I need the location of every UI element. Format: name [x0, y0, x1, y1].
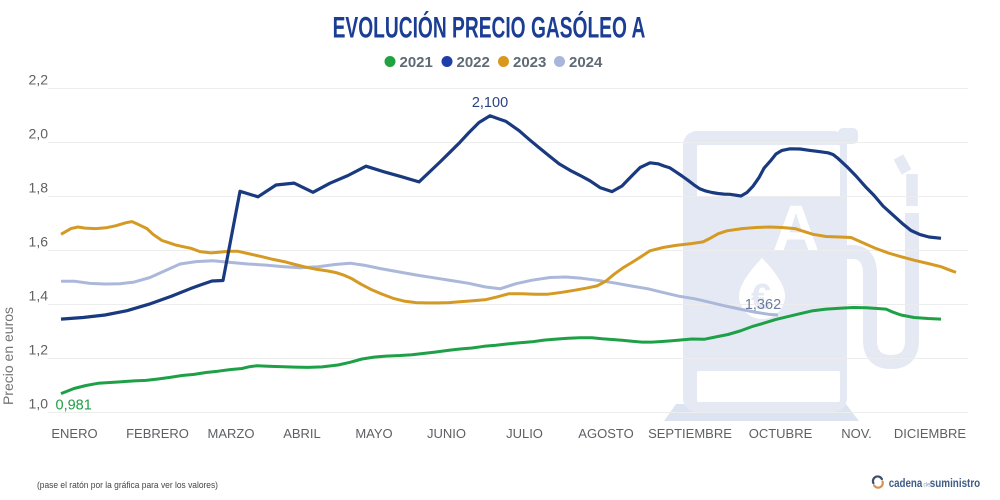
svg-text:DICIEMBRE: DICIEMBRE [894, 426, 967, 441]
svg-text:NOV.: NOV. [841, 426, 872, 441]
svg-text:2021: 2021 [400, 54, 433, 71]
svg-text:2,100: 2,100 [472, 95, 508, 111]
svg-text:2,0: 2,0 [29, 126, 49, 142]
svg-text:cadena: cadena [889, 478, 923, 490]
svg-text:AGOSTO: AGOSTO [578, 426, 633, 441]
svg-text:€: € [751, 276, 771, 317]
svg-text:SEPTIEMBRE: SEPTIEMBRE [648, 426, 732, 441]
svg-text:1,362: 1,362 [745, 297, 781, 313]
svg-text:JUNIO: JUNIO [427, 426, 466, 441]
svg-text:2022: 2022 [457, 54, 490, 71]
svg-text:ENERO: ENERO [51, 426, 97, 441]
svg-text:MAYO: MAYO [355, 426, 392, 441]
svg-text:0,981: 0,981 [56, 398, 92, 414]
svg-text:2023: 2023 [513, 54, 546, 71]
svg-text:suministro: suministro [930, 478, 980, 490]
svg-text:2,2: 2,2 [29, 72, 49, 88]
svg-text:Precio en euros: Precio en euros [0, 307, 16, 405]
svg-text:(pase el ratón por la gráfica: (pase el ratón por la gráfica para ver l… [37, 480, 218, 491]
svg-text:2024: 2024 [569, 54, 603, 71]
svg-text:1,6: 1,6 [29, 234, 49, 250]
svg-text:1,8: 1,8 [29, 180, 49, 196]
svg-text:de: de [923, 482, 931, 489]
svg-text:MARZO: MARZO [208, 426, 255, 441]
svg-text:JULIO: JULIO [506, 426, 543, 441]
svg-text:FEBRERO: FEBRERO [126, 426, 189, 441]
svg-text:1,2: 1,2 [29, 342, 49, 358]
svg-text:EVOLUCIÓN PRECIO GASÓLEO A: EVOLUCIÓN PRECIO GASÓLEO A [333, 9, 646, 45]
svg-text:1,0: 1,0 [29, 396, 49, 412]
svg-text:1,4: 1,4 [29, 288, 49, 304]
svg-text:OCTUBRE: OCTUBRE [749, 426, 813, 441]
svg-text:ABRIL: ABRIL [283, 426, 321, 441]
